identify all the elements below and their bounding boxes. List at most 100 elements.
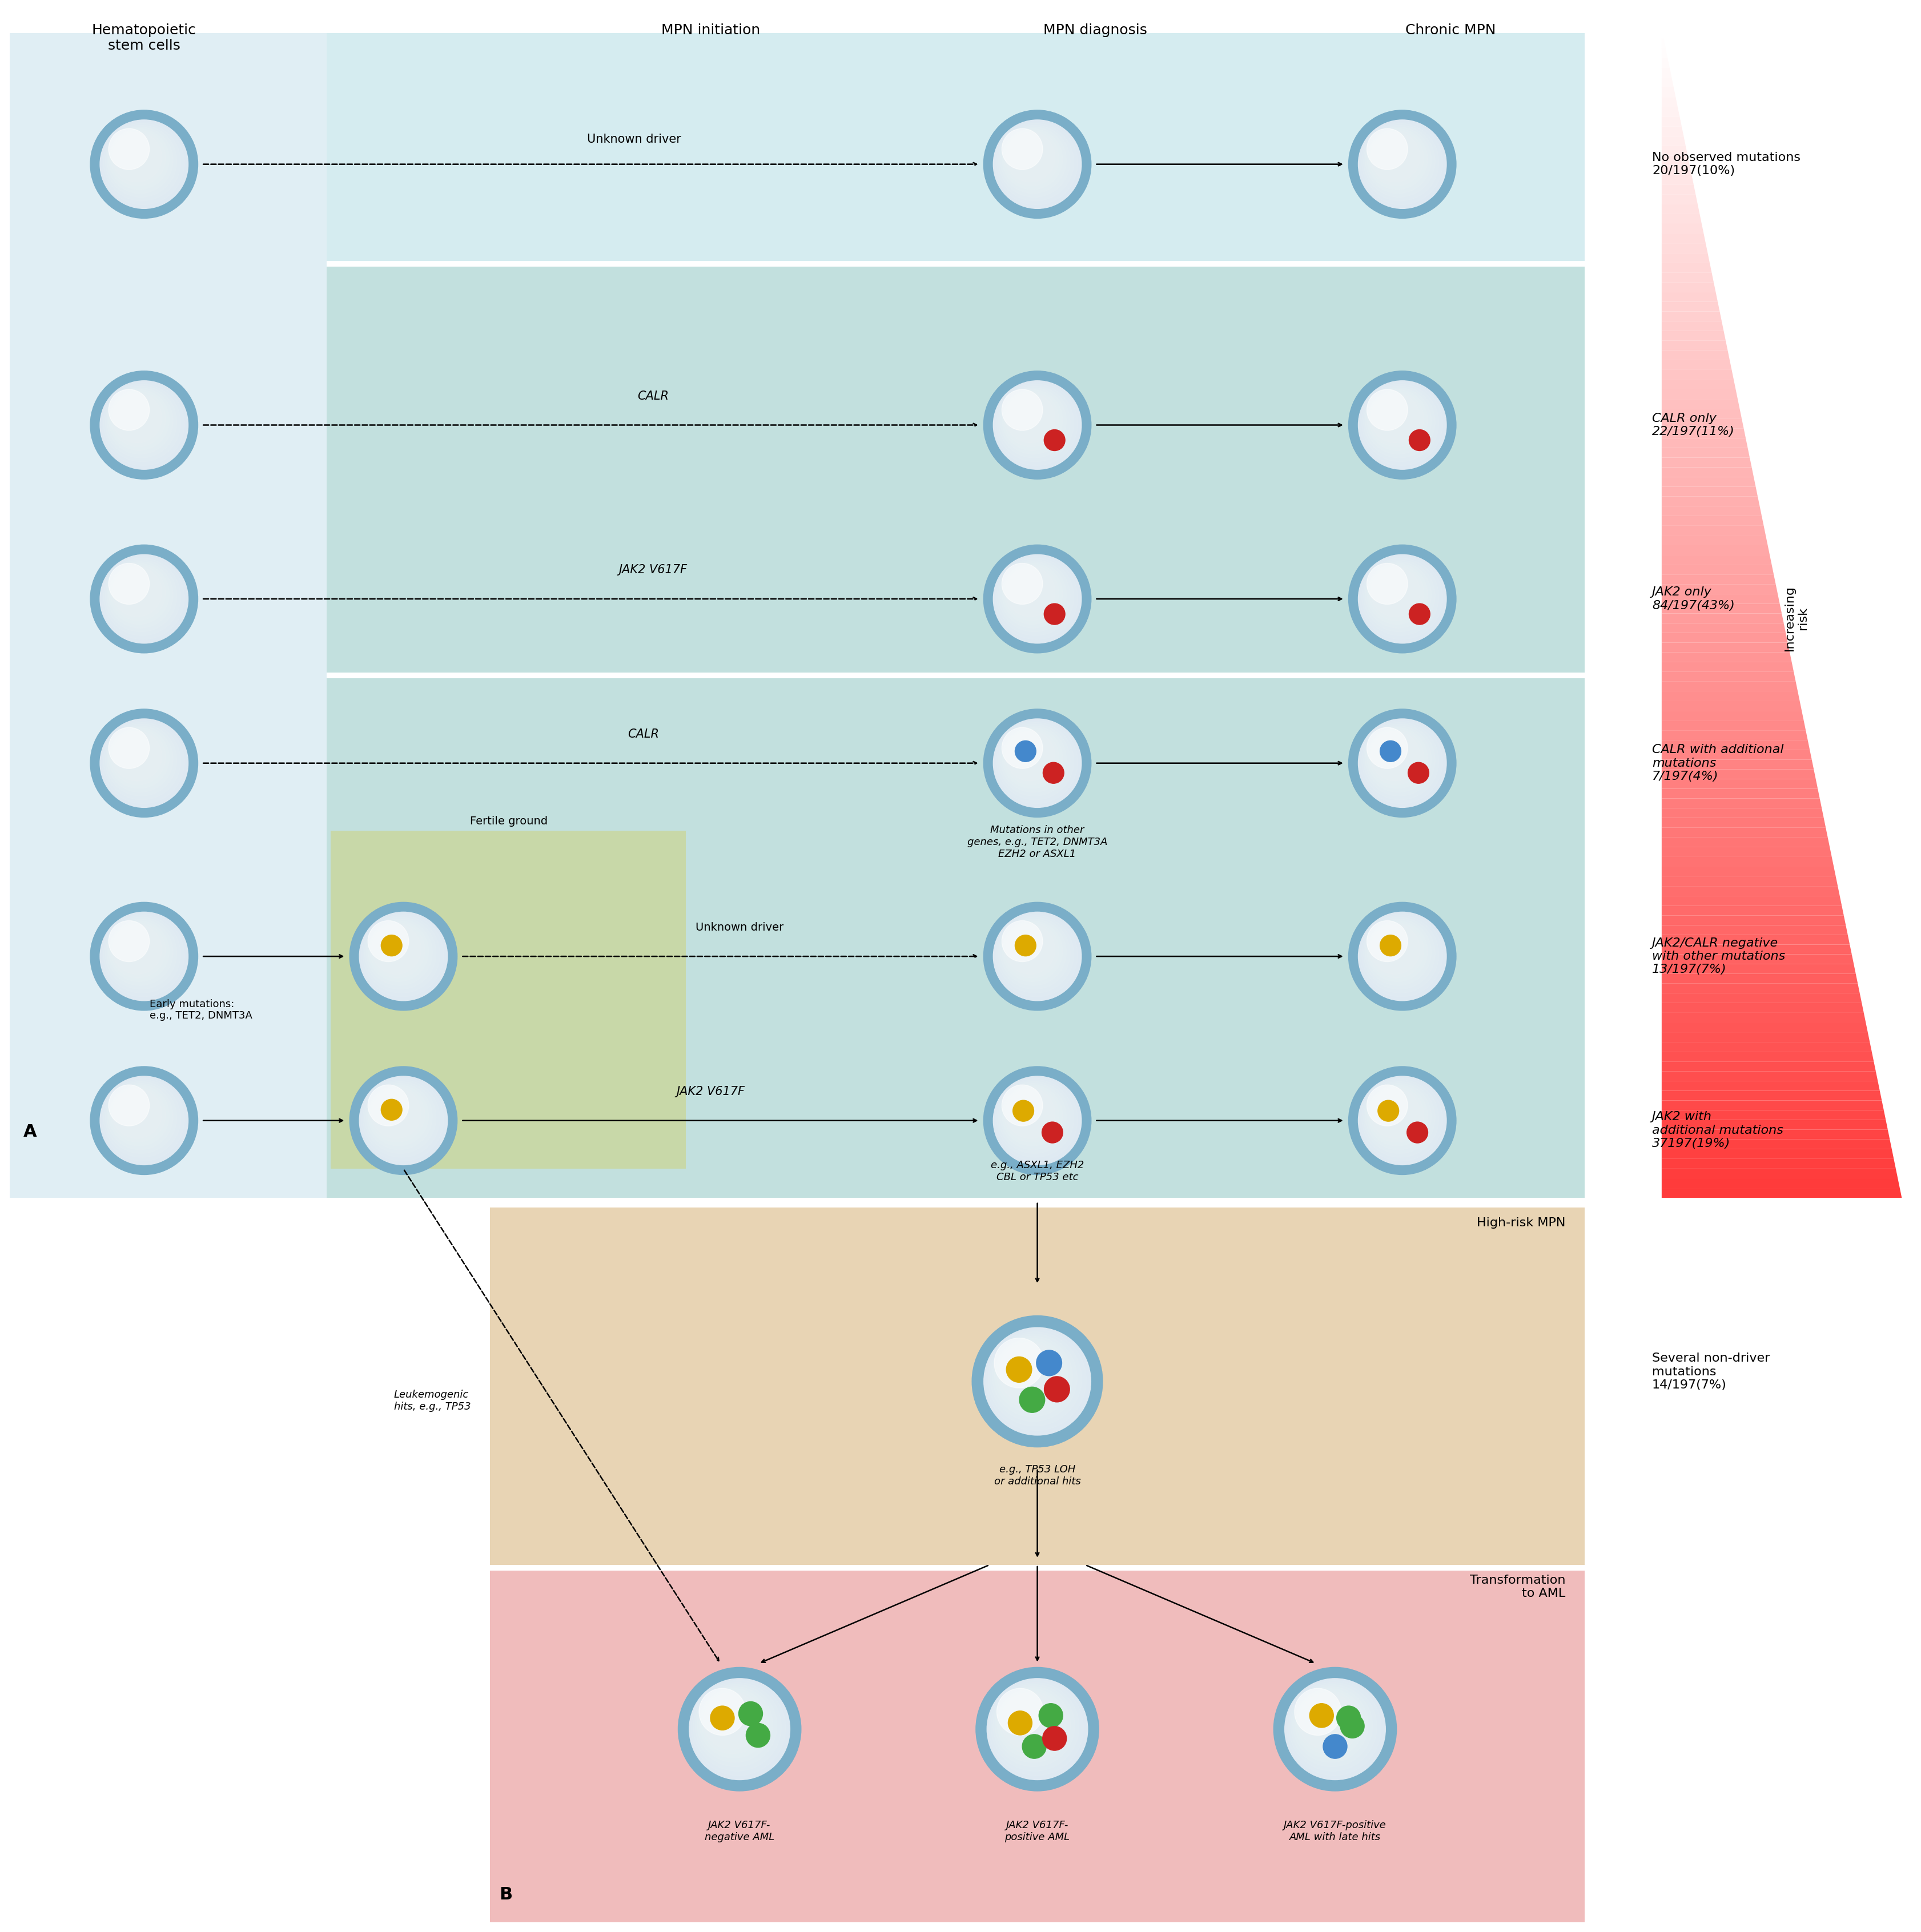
Circle shape (106, 386, 177, 458)
Polygon shape (1662, 887, 1840, 896)
Polygon shape (1662, 224, 1704, 234)
Polygon shape (1662, 487, 1758, 497)
Circle shape (1368, 392, 1423, 446)
Polygon shape (1662, 419, 1744, 429)
Circle shape (100, 381, 188, 469)
Circle shape (367, 1084, 432, 1150)
Circle shape (1360, 721, 1443, 804)
Circle shape (1368, 922, 1427, 981)
Circle shape (100, 1076, 188, 1165)
Circle shape (1370, 131, 1420, 182)
Polygon shape (1662, 1070, 1877, 1082)
Polygon shape (1662, 624, 1787, 634)
Polygon shape (1662, 954, 1854, 964)
Polygon shape (1662, 497, 1760, 506)
Circle shape (1379, 740, 1400, 761)
Polygon shape (1662, 827, 1827, 837)
Polygon shape (1662, 603, 1783, 614)
Circle shape (1003, 728, 1062, 788)
Polygon shape (1662, 867, 1836, 877)
Circle shape (102, 383, 184, 466)
Circle shape (359, 1076, 448, 1165)
Polygon shape (1662, 176, 1694, 185)
Text: MPN initiation: MPN initiation (661, 23, 761, 37)
Circle shape (1358, 554, 1447, 643)
Polygon shape (1662, 808, 1823, 817)
Circle shape (106, 724, 177, 796)
Polygon shape (1662, 682, 1798, 692)
Circle shape (1003, 129, 1043, 170)
Bar (490, 1208, 1585, 1565)
Circle shape (369, 922, 409, 962)
Text: CALR: CALR (628, 728, 659, 740)
Circle shape (100, 554, 188, 643)
Circle shape (1003, 1086, 1043, 1126)
Circle shape (1001, 1084, 1066, 1150)
Circle shape (703, 1692, 761, 1750)
Polygon shape (1662, 48, 1667, 58)
Circle shape (1295, 1689, 1341, 1735)
Bar (10, 33, 1585, 261)
Circle shape (993, 381, 1082, 469)
Circle shape (1368, 923, 1423, 978)
Circle shape (1408, 763, 1429, 784)
Polygon shape (1662, 593, 1779, 603)
Polygon shape (1662, 672, 1796, 682)
Polygon shape (1662, 1003, 1863, 1012)
Circle shape (995, 914, 1078, 997)
Circle shape (106, 560, 177, 632)
Circle shape (993, 554, 1082, 643)
Circle shape (1377, 1101, 1398, 1121)
Circle shape (100, 554, 188, 643)
Circle shape (1358, 719, 1447, 808)
Circle shape (1362, 384, 1439, 462)
Circle shape (995, 383, 1078, 466)
Polygon shape (1662, 692, 1800, 701)
Circle shape (1003, 390, 1043, 431)
Circle shape (701, 1690, 765, 1754)
Polygon shape (1662, 156, 1690, 166)
Polygon shape (1662, 1061, 1875, 1070)
Circle shape (984, 545, 1091, 653)
Circle shape (1003, 923, 1058, 978)
Circle shape (1043, 763, 1064, 784)
Text: Mutations in other
genes, e.g., TET2, DNMT3A
EZH2 or ASXL1: Mutations in other genes, e.g., TET2, DN… (968, 825, 1106, 860)
Circle shape (1368, 129, 1427, 189)
Polygon shape (1662, 1041, 1871, 1051)
Circle shape (1035, 1350, 1062, 1376)
Circle shape (1364, 560, 1435, 632)
Circle shape (993, 719, 1082, 808)
Circle shape (369, 923, 425, 978)
Circle shape (111, 392, 165, 446)
Circle shape (1360, 383, 1443, 466)
Circle shape (1362, 723, 1439, 800)
Polygon shape (1662, 788, 1819, 798)
Polygon shape (1662, 1082, 1881, 1092)
Circle shape (100, 120, 188, 209)
Circle shape (106, 918, 177, 989)
Circle shape (109, 390, 169, 450)
Circle shape (1368, 1086, 1427, 1146)
Circle shape (106, 126, 177, 197)
Circle shape (1291, 1685, 1374, 1768)
Text: Chronic MPN: Chronic MPN (1404, 23, 1496, 37)
Circle shape (108, 562, 173, 628)
Polygon shape (1662, 614, 1785, 624)
Circle shape (1001, 1692, 1058, 1750)
Circle shape (1358, 912, 1447, 1001)
Circle shape (1358, 120, 1447, 209)
Circle shape (1005, 730, 1055, 781)
Circle shape (102, 1078, 184, 1161)
Circle shape (995, 1339, 1043, 1387)
Polygon shape (1662, 535, 1767, 545)
Circle shape (1337, 1706, 1360, 1729)
Text: Hematopoietic
stem cells: Hematopoietic stem cells (92, 23, 196, 52)
Circle shape (111, 1086, 165, 1142)
Circle shape (108, 1084, 173, 1150)
Polygon shape (1662, 292, 1717, 301)
Circle shape (1368, 390, 1427, 450)
Circle shape (363, 916, 440, 993)
Circle shape (976, 1667, 1099, 1791)
Polygon shape (1662, 1012, 1865, 1022)
Polygon shape (1662, 877, 1838, 887)
